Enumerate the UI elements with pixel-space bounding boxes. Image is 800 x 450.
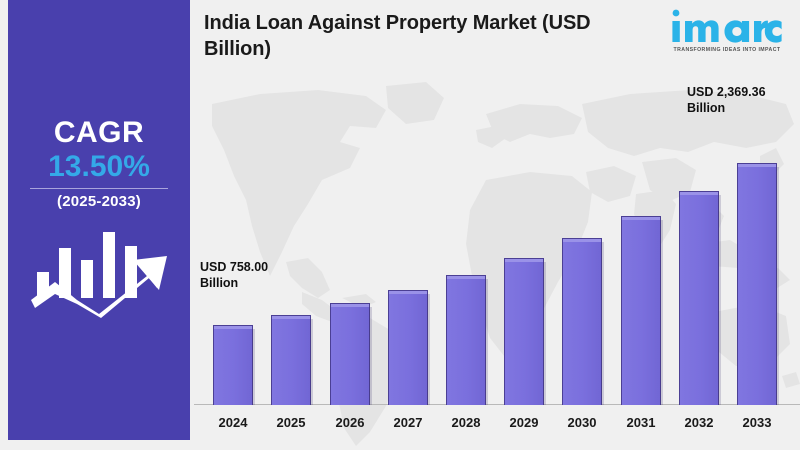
bar-2029 [504,258,546,405]
bar-2030 [562,238,604,405]
bar-top-face [621,216,661,220]
x-axis-label-2029: 2029 [509,415,539,430]
imarc-wordmark-icon [672,9,782,43]
bar-top-face [737,163,777,167]
bar-2027 [388,290,430,405]
bar-2032 [679,191,721,405]
bar-side-shadow [543,262,546,405]
chart-plot-area: USD 758.00 Billion USD 2,369.36 Billion … [190,76,800,450]
bar-side-shadow [252,329,255,405]
bar-side-shadow [660,220,663,405]
logo-tagline: TRANSFORMING IDEAS INTO IMPACT [673,47,781,53]
bar-side-shadow [718,195,721,405]
x-axis-label-2031: 2031 [626,415,656,430]
bar-side-shadow [369,307,372,405]
bar-2028 [446,275,488,405]
value-callout-last: USD 2,369.36 Billion [687,85,766,115]
x-axis-label-2026: 2026 [335,415,365,430]
bar-2033 [737,163,779,405]
bar-top-face [446,275,486,279]
bar-side-shadow [310,319,313,405]
x-axis-label-2030: 2030 [567,415,597,430]
x-axis-label-2025: 2025 [276,415,306,430]
value-callout-first: USD 758.00 Billion [200,260,269,290]
bar-2025 [271,315,313,405]
bar-side-shadow [427,294,430,405]
x-axis-label-2024: 2024 [218,415,248,430]
bar-2031 [621,216,663,405]
page-title: India Loan Against Property Market (USD … [204,12,591,61]
bar-side-shadow [601,242,604,405]
bar-series: 2024 2025 2026 2027 2028 2029 2030 2031 2032 2033 [190,76,800,450]
bar-top-face [213,325,253,329]
bar-top-face [679,191,719,195]
bar-top-face [330,303,370,307]
header: India Loan Against Property Market (USD … [190,0,800,76]
x-axis-label-2027: 2027 [393,415,423,430]
bar-top-face [271,315,311,319]
growth-chart-arrow-icon [29,226,169,323]
cagr-label: CAGR [53,116,145,150]
x-axis-label-2032: 2032 [684,415,714,430]
cagr-period: (2025-2033) [57,192,141,210]
bar-side-shadow [485,279,488,405]
cagr-panel: CAGR 13.50% (2025-2033) [8,0,190,440]
x-axis-line [194,404,800,405]
bar-top-face [562,238,602,242]
x-axis-label-2028: 2028 [451,415,481,430]
x-axis-label-2033: 2033 [742,415,772,430]
cagr-value: 13.50% [48,149,150,183]
bar-top-face [504,258,544,262]
cagr-divider [30,187,168,189]
bar-2024 [213,325,255,405]
imarc-logo: TRANSFORMING IDEAS INTO IMPACT [668,8,786,53]
bar-2026 [330,303,372,405]
bar-side-shadow [776,167,779,405]
bar-top-face [388,290,428,294]
